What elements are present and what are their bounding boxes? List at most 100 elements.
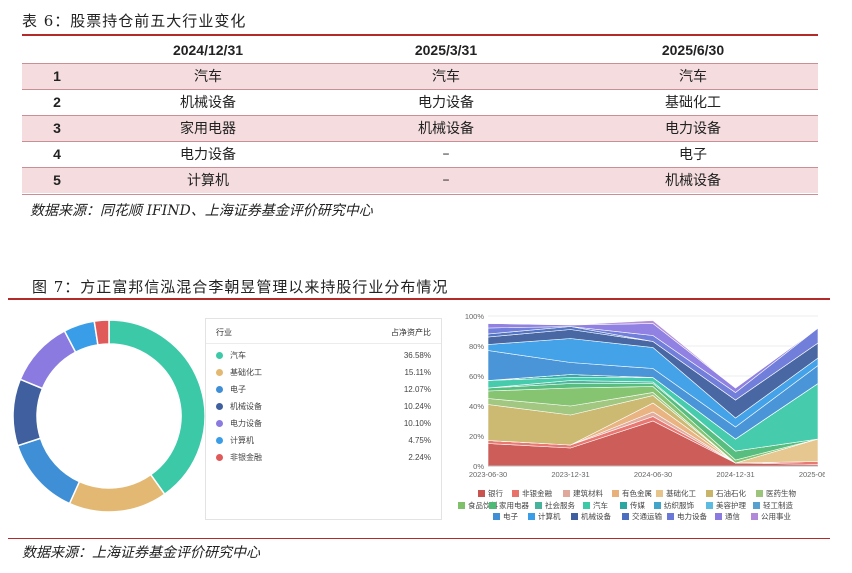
area-legend-item: 电子 (493, 511, 518, 522)
legend-dot-icon (216, 419, 223, 427)
area-legend-label: 医药生物 (766, 489, 796, 498)
donut-slice-6 (93, 319, 110, 346)
figure-bottom-rule (8, 538, 830, 539)
legend-item-name: 汽车 (230, 350, 246, 360)
legend-header-name: 行业 (216, 328, 232, 337)
legend-swatch-icon (583, 502, 590, 509)
y-tick-label: 100% (465, 312, 485, 321)
area-legend-label: 交通运输 (632, 512, 662, 521)
legend-item-value: 10.24% (403, 401, 431, 411)
donut-slice-1 (68, 473, 166, 513)
legend-item: 汽车 36.58% (216, 349, 431, 361)
area-legend-item: 社会服务 (535, 500, 575, 511)
industry-cell: 家用电器 (92, 114, 324, 141)
area-legend-item: 通信 (715, 511, 740, 522)
area-legend-item: 医药生物 (756, 488, 796, 499)
y-tick-label: 60% (469, 372, 484, 381)
area-legend-label: 有色金属 (622, 489, 652, 498)
donut-chart-panel (5, 304, 450, 526)
legend-swatch-icon (535, 502, 542, 509)
legend-item: 电子 12.07% (216, 383, 431, 395)
legend-swatch-icon (706, 490, 713, 497)
table-source-note: 数据来源：同花顺 IFIND、上海证券基金评价研究中心 (30, 203, 373, 219)
legend-item: 机械设备 10.24% (216, 400, 431, 412)
legend-item-name: 电力设备 (230, 418, 262, 428)
area-legend-label: 轻工制造 (763, 501, 793, 510)
area-legend-label: 基础化工 (666, 489, 696, 498)
y-tick-label: 20% (469, 432, 484, 441)
legend-swatch-icon (563, 490, 570, 497)
area-legend-item: 食品饮料 (458, 500, 498, 511)
table-header-col2: 2025/3/31 (414, 42, 478, 59)
rank-cell: 3 (22, 114, 92, 141)
area-legend-label: 电力设备 (677, 512, 707, 521)
legend-item-name: 计算机 (230, 435, 254, 445)
area-legend-label: 石油石化 (716, 489, 746, 498)
legend-item-name: 非银金融 (230, 452, 262, 462)
donut-slice-2 (16, 437, 81, 505)
table-caption: 表 6：股票持仓前五大行业变化 (22, 12, 247, 30)
y-tick-label: 40% (469, 402, 484, 411)
industry-cell: 机械设备 (568, 166, 818, 193)
area-legend-item: 传媒 (620, 500, 645, 511)
legend-swatch-icon (620, 502, 627, 509)
legend-swatch-icon (622, 513, 629, 520)
legend-dot-icon (216, 453, 223, 461)
top5-industry-table: 2024/12/31 2025/3/31 2025/6/30 1 汽车 汽车 汽… (22, 38, 818, 193)
area-legend-label: 食品饮料 (468, 501, 498, 510)
figure-caption: 图 7：方正富邦信泓混合李朝昱管理以来持股行业分布情况 (32, 278, 449, 296)
area-legend-label: 计算机 (538, 512, 561, 521)
legend-swatch-icon (715, 513, 722, 520)
legend-dot-icon (216, 368, 223, 376)
legend-swatch-icon (478, 490, 485, 497)
table-header-col1: 2024/12/31 (172, 42, 244, 59)
legend-item: 计算机 4.75% (216, 434, 431, 446)
area-legend-label: 美容护理 (716, 501, 746, 510)
industry-cell: 基础化工 (568, 88, 818, 115)
industry-cell: – (324, 140, 568, 167)
donut-legend-table: 行业 占净资产比 汽车 36.58% 基础化工 15.11% 电子 12.07% 机械设备 1… (205, 318, 442, 520)
legend-item-name: 基础化工 (230, 367, 262, 377)
area-legend-item: 计算机 (528, 511, 561, 522)
industry-cell: 汽车 (568, 62, 818, 89)
rank-cell: 2 (22, 88, 92, 115)
x-tick-label: 2023-12-31 (551, 470, 589, 479)
area-legend-item: 石油石化 (706, 488, 746, 499)
legend-dot-icon (216, 436, 223, 444)
legend-dot-icon (216, 351, 223, 359)
legend-swatch-icon (489, 502, 496, 509)
table-row: 2 机械设备 电力设备 基础化工 (22, 88, 818, 115)
area-legend-item: 公用事业 (751, 511, 791, 522)
legend-item: 基础化工 15.11% (216, 366, 431, 378)
y-tick-label: 0% (473, 462, 484, 471)
legend-item-value: 10.10% (403, 418, 431, 428)
table-row: 4 电力设备 – 电子 (22, 140, 818, 167)
table-bottom-rule (22, 194, 818, 195)
table-header-col3: 2025/6/30 (661, 42, 725, 59)
x-tick-label: 2024-06-30 (634, 470, 672, 479)
legend-header-value: 占净资产比 (391, 328, 431, 337)
area-legend-label: 银行 (488, 489, 503, 498)
table-top-rule (22, 34, 818, 36)
industry-cell: 汽车 (324, 62, 568, 89)
industry-cell: 电力设备 (324, 88, 568, 115)
area-legend-label: 建筑材料 (573, 489, 603, 498)
area-legend-item: 电力设备 (667, 511, 707, 522)
x-tick-label: 2024-12-31 (716, 470, 754, 479)
area-legend-label: 非银金融 (522, 489, 552, 498)
legend-dot-icon (216, 385, 223, 393)
area-legend-label: 电子 (503, 512, 518, 521)
table-header-row: 2024/12/31 2025/3/31 2025/6/30 (22, 38, 818, 63)
legend-swatch-icon (512, 490, 519, 497)
table-row: 1 汽车 汽车 汽车 (22, 62, 818, 89)
donut-slice-4 (19, 329, 77, 390)
area-legend-item: 基础化工 (656, 488, 696, 499)
rank-cell: 4 (22, 140, 92, 167)
legend-swatch-icon (706, 502, 713, 509)
figure-source-note: 数据来源：上海证券基金评价研究中心 (22, 545, 260, 561)
table-header-rank (22, 38, 92, 63)
industry-cell: 机械设备 (324, 114, 568, 141)
industry-cell: 汽车 (92, 62, 324, 89)
legend-swatch-icon (493, 513, 500, 520)
legend-swatch-icon (753, 502, 760, 509)
